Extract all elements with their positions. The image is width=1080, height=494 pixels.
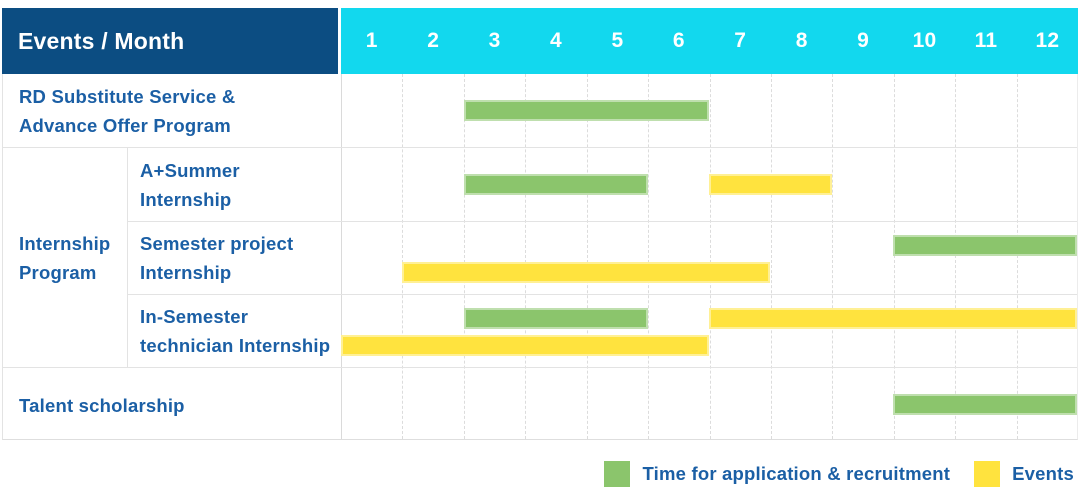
gantt-bar-event — [402, 262, 771, 283]
month-header-10: 10 — [912, 29, 937, 52]
row-label-line: Advance Offer Program — [19, 114, 231, 136]
row-bars-semester-project-internship — [341, 222, 1077, 294]
month-header-5: 5 — [611, 29, 624, 52]
month-header-7: 7 — [734, 29, 747, 52]
month-header-8: 8 — [795, 29, 808, 52]
internship-subrows: A+Summer Internship Semester project Int… — [128, 148, 1077, 367]
events-month-table: Events / Month 1 2 3 4 5 6 7 8 9 10 11 1… — [2, 8, 1078, 440]
gantt-bar-event — [709, 174, 832, 195]
gantt-bar-application — [463, 174, 648, 195]
row-bars-talent-scholarship — [341, 368, 1077, 442]
gantt-bar-application — [463, 100, 709, 121]
table-row: In-Semester technician Internship — [128, 294, 1077, 367]
row-label-a-summer-internship: A+Summer Internship — [128, 148, 341, 221]
month-header-6: 6 — [672, 29, 685, 52]
table-body: RD Substitute Service & Advance Offer Pr… — [2, 74, 1078, 440]
header-title: Events / Month — [18, 27, 185, 54]
group-label-internship-program: Internship Program — [3, 148, 128, 367]
row-bars-in-semester-technician-internship — [341, 295, 1077, 367]
gantt-bar-event — [709, 308, 1077, 329]
legend-label-application: Time for application & recruitment — [642, 463, 951, 484]
row-label-line: Talent scholarship — [19, 394, 185, 416]
month-header-1: 1 — [365, 29, 378, 52]
table-row: RD Substitute Service & Advance Offer Pr… — [3, 74, 1077, 148]
table-row: Semester project Internship — [128, 221, 1077, 294]
month-gridlines — [341, 74, 1078, 439]
gantt-bar-event — [341, 335, 709, 356]
row-label-line: technician Internship — [140, 335, 331, 356]
row-label-line: Semester project — [140, 233, 294, 254]
table-row: Talent scholarship — [3, 368, 1077, 442]
row-bars-a-summer-internship — [341, 148, 1077, 221]
row-label-line: A+Summer — [140, 159, 240, 181]
table-header-row: Events / Month 1 2 3 4 5 6 7 8 9 10 11 1… — [2, 8, 1078, 74]
events-month-header-cell: Events / Month — [2, 8, 338, 74]
row-label-rd-substitute: RD Substitute Service & Advance Offer Pr… — [3, 74, 341, 147]
month-header-9: 9 — [857, 29, 870, 52]
table-row: A+Summer Internship — [128, 148, 1077, 221]
chart-legend: Time for application & recruitment Event… — [0, 461, 1074, 487]
month-header-strip: 1 2 3 4 5 6 7 8 9 10 11 12 — [341, 8, 1078, 74]
legend-label-event: Events — [1012, 463, 1074, 484]
row-label-line: Internship — [140, 188, 232, 210]
row-label-semester-project-internship: Semester project Internship — [128, 222, 341, 294]
row-label-in-semester-technician-internship: In-Semester technician Internship — [128, 295, 341, 367]
legend-swatch-event — [974, 461, 1001, 487]
group-label-line: Program — [19, 261, 97, 283]
row-label-line: In-Semester — [140, 306, 249, 327]
row-bars-rd-substitute — [341, 74, 1077, 147]
gantt-bar-application — [893, 394, 1077, 415]
month-header-12: 12 — [1035, 29, 1060, 52]
legend-swatch-application — [604, 461, 631, 487]
month-header-3: 3 — [488, 29, 501, 52]
group-label-line: Internship — [19, 232, 111, 254]
internship-program-section: Internship Program A+Summer Internship S… — [3, 148, 1077, 368]
month-header-2: 2 — [427, 29, 440, 52]
row-label-talent-scholarship: Talent scholarship — [3, 368, 341, 442]
month-header-4: 4 — [550, 29, 562, 52]
month-header-11: 11 — [974, 29, 998, 52]
row-label-line: RD Substitute Service & — [19, 85, 236, 107]
row-label-line: Internship — [140, 262, 232, 283]
gantt-bar-application — [893, 235, 1077, 256]
gantt-bar-application — [463, 308, 648, 329]
